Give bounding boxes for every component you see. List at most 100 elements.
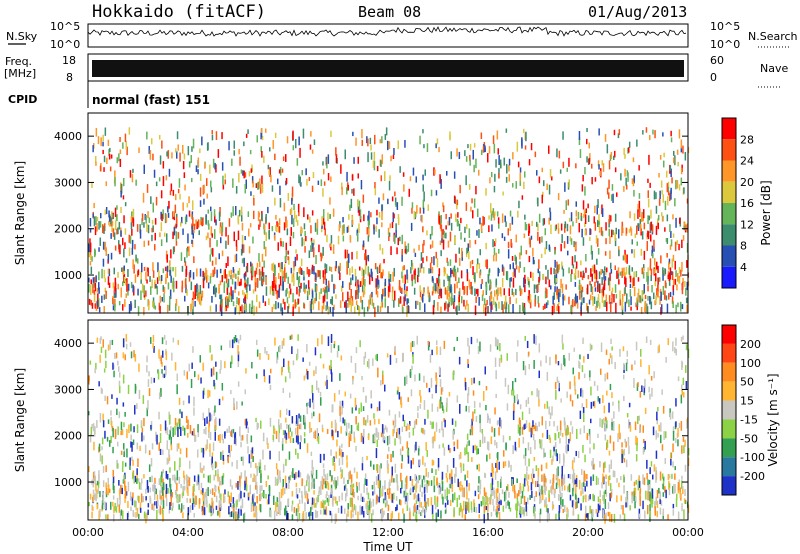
echo-mark [97,293,99,301]
echo-mark [592,474,595,482]
echo-mark [212,248,214,257]
echo-mark [627,147,629,154]
echo-mark [241,258,244,264]
echo-mark [331,274,333,282]
echo-mark [347,479,349,484]
echo-mark [260,420,262,429]
echo-mark [675,497,678,507]
echo-mark [271,226,274,232]
echo-mark [495,159,497,168]
echo-mark [675,337,677,346]
echo-mark [509,296,511,305]
echo-mark [626,350,628,357]
echo-mark [504,216,506,222]
echo-mark [368,220,370,226]
echo-mark [175,223,177,229]
echo-mark [540,464,543,472]
echo-mark [628,445,630,455]
echo-mark [618,279,620,285]
echo-mark [368,509,370,520]
echo-mark [562,296,564,306]
echo-mark [547,269,549,280]
echo-mark [663,152,665,158]
echo-mark [670,137,673,143]
echo-mark [589,228,591,236]
echo-mark [410,267,412,274]
echo-mark [549,211,552,221]
echo-mark [497,480,499,488]
echo-mark [285,216,287,225]
echo-mark [134,500,136,508]
echo-mark [516,493,518,500]
echo-mark [378,197,380,204]
echo-mark [316,511,319,518]
echo-mark [330,366,332,375]
echo-mark [472,266,474,275]
echo-mark [528,159,531,166]
echo-mark [349,235,352,243]
echo-mark [379,306,382,312]
echo-mark [541,194,543,204]
echo-mark [355,137,357,146]
echo-mark [505,128,508,133]
echo-mark [241,434,244,441]
echo-mark [190,281,193,291]
echo-mark [261,253,264,262]
echo-mark [465,175,467,186]
echo-mark [683,187,685,194]
echo-mark [201,136,203,146]
echo-mark [297,203,300,213]
echo-mark [406,269,408,280]
echo-mark [427,409,429,419]
echo-mark [649,182,651,188]
echo-mark [642,268,645,276]
echo-mark [619,514,622,519]
echo-mark [443,447,446,456]
echo-mark [674,198,676,207]
echo-mark [214,229,216,239]
echo-mark [652,253,654,259]
echo-mark [197,169,199,175]
echo-mark [187,488,189,496]
echo-mark [449,448,451,453]
echo-mark [483,298,486,306]
echo-mark [572,367,574,375]
echo-mark [212,442,215,452]
echo-mark [559,420,562,431]
echo-mark [275,226,278,233]
echo-mark [237,381,240,387]
echo-mark [449,483,451,489]
echo-mark [564,358,566,367]
echo-mark [248,228,250,237]
echo-mark [182,228,184,235]
echo-mark [579,291,581,300]
echo-mark [161,140,163,149]
echo-mark [210,206,212,212]
echo-mark [344,484,347,489]
echo-mark [95,362,97,370]
echo-mark [674,260,676,270]
echo-mark [360,433,363,443]
echo-mark [426,450,428,457]
echo-mark [372,491,374,496]
echo-mark [616,478,618,483]
echo-mark [667,190,670,196]
echo-mark [633,189,635,197]
echo-mark [657,291,659,298]
echo-mark [436,138,439,145]
echo-mark [494,407,496,415]
echo-mark [558,431,560,439]
echo-mark [379,465,381,474]
echo-mark [384,384,386,392]
noise-tick-bottom-right: 10^0 [710,38,740,51]
echo-mark [162,493,164,502]
echo-mark [528,225,531,234]
echo-mark [316,435,319,442]
echo-mark [582,407,585,415]
echo-mark [581,286,584,293]
echo-mark [93,290,96,295]
echo-mark [499,287,501,295]
echo-mark [548,490,550,498]
echo-mark [431,504,434,515]
echo-mark [456,305,458,316]
